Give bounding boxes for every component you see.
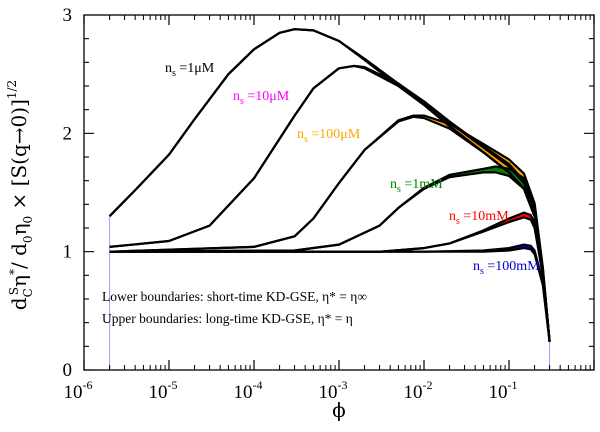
x-tick-label: 10-6 [64,378,93,403]
series-lower-line-5 [109,216,551,342]
series-lower-line-4 [109,171,551,342]
y-tick-label: 0 [63,360,73,381]
series-lower-line-6 [109,247,551,342]
series-band-3 [109,115,550,342]
series-lines [108,28,551,342]
x-tick-label: 10-3 [319,378,348,403]
series-label-3: ns =100μM [297,127,361,145]
x-tick-labels: 10-6 10-5 10-4 10-3 10-2 10-1 [64,378,518,403]
annotation-lower-boundaries: Lower boundaries: short-time KD-GSE, η* … [102,289,367,304]
annotation-upper-boundaries: Upper boundaries: long-time KD-GSE, η* =… [102,311,353,326]
series-label-6: ns =100mM [473,259,540,277]
series-label-4: ns =1mM [390,177,443,195]
y-tick-labels: 0 1 2 3 [63,5,73,381]
x-tick-label: 10-5 [149,378,178,403]
y-tick-label: 2 [63,123,73,144]
x-tick-label: 10-2 [404,378,433,403]
y-tick-label: 3 [63,5,73,26]
series-labels: ns =1μM ns =10μM ns =100μM ns =1mM ns =10mM n… [165,61,540,277]
x-axis-label: ϕ [332,398,346,422]
x-tick-label: 10-4 [234,378,263,403]
series-label-1: ns =1μM [165,61,215,79]
x-tick-label: 10-1 [489,378,518,403]
y-axis-label: dCSη*/ d0η0 × [S(q→0)]1/2 [5,80,35,310]
series-label-5: ns =10mM [449,209,509,227]
axis-ticks [83,15,595,371]
series-label-2: ns =10μM [233,89,290,107]
y-tick-label: 1 [63,242,73,263]
